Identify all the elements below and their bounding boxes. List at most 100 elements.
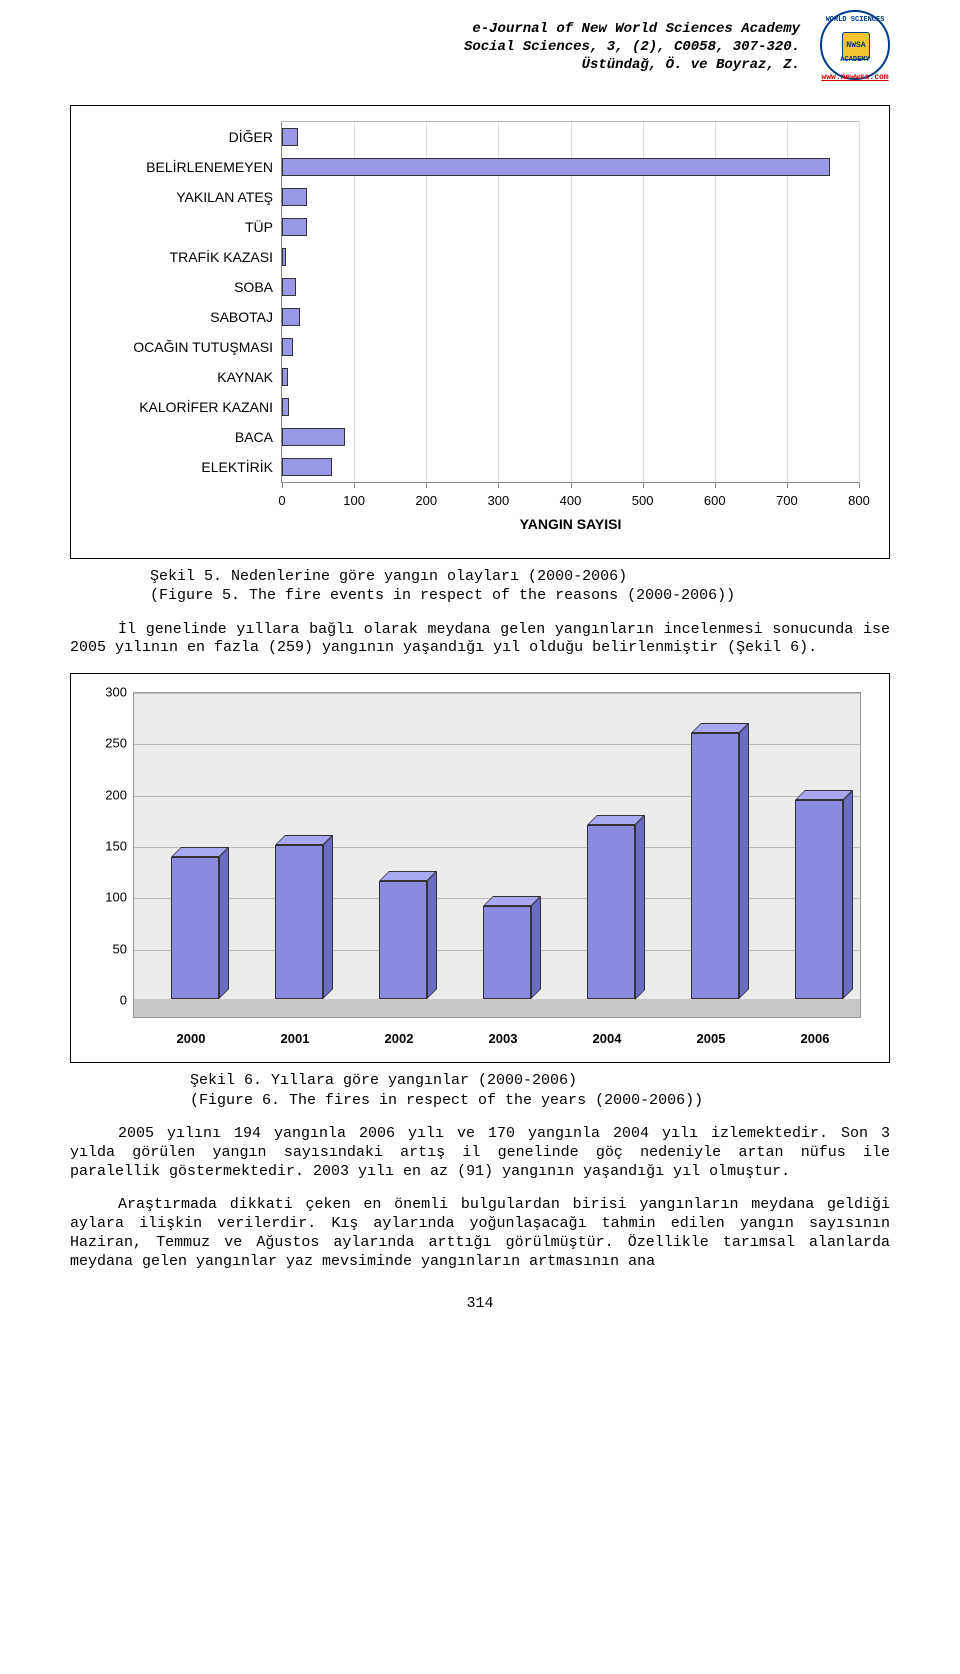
para1-text: İl genelinde yıllara bağlı olarak meydan… [70,621,890,659]
chart2-bar-side [427,871,437,999]
chart1-category-label: TRAFİK KAZASI [91,242,281,272]
chart2-gridline [134,847,860,848]
chart2-bar-front [171,857,219,999]
figure5-caption: Şekil 5. Nedenlerine göre yangın olaylar… [150,567,890,606]
chart1-xtick [498,482,499,488]
chart1-bar [282,458,332,476]
chart1-category-label: BELİRLENEMEYEN [91,152,281,182]
chart1-xtick-label: 100 [343,493,365,508]
chart2-bar-side [323,835,333,999]
chart1-category-text: KAYNAK [217,369,273,385]
header-line3: Üstündağ, Ö. ve Boyraz, Z. [70,56,800,74]
chart2-vertical-bar: 0501001502002503002000200120022003200420… [89,688,871,1048]
header-line1: e-Journal of New World Sciences Academy [70,20,800,38]
chart2-bar [275,845,333,999]
chart2-floor [134,999,860,1017]
chart1-category-label: DİĞER [91,122,281,152]
chart1-category-text: TÜP [245,219,273,235]
chart1-xtick [859,482,860,488]
chart1-xtick-label: 800 [848,493,870,508]
chart1-bar [282,278,296,296]
chart1-bar [282,368,288,386]
chart2-bar-front [795,800,843,999]
chart2-bar-top [795,790,853,800]
chart2-bar-top [483,896,541,906]
chart2-gridline [134,693,860,694]
figure5-caption-tr: Şekil 5. Nedenlerine göre yangın olaylar… [150,567,890,587]
chart1-xtick-label: 400 [560,493,582,508]
chart1-category-text: DİĞER [229,129,273,145]
chart1-category-text: TRAFİK KAZASI [170,249,273,265]
logo-url: www.newwsa.com [820,73,890,82]
chart1-gridline [571,122,572,482]
chart1-gridline [643,122,644,482]
chart1-xtick [715,482,716,488]
chart1-gridline [787,122,788,482]
chart1-category-label: KALORİFER KAZANI [91,392,281,422]
chart2-bar [379,881,437,999]
chart1-xaxis-title: YANGIN SAYISI [520,516,622,532]
chart1-category-label: OCAĞIN TUTUŞMASI [91,332,281,362]
chart1-bar [282,188,307,206]
chart2-bar-front [275,845,323,999]
chart1-category-label: BACA [91,422,281,452]
figure6-caption: Şekil 6. Yıllara göre yangınlar (2000-20… [190,1071,890,1110]
chart2-xtick-label: 2004 [593,1031,622,1046]
chart1-xtick-label: 200 [415,493,437,508]
chart1-xtick-label: 700 [776,493,798,508]
chart2-ytick-label: 200 [89,787,127,802]
chart1-category-text: SABOTAJ [210,309,273,325]
journal-logo: WORLD SCIENCES NWSA ACADEMY www.newwsa.c… [820,10,890,80]
chart1-category-label: ELEKTİRİK [91,452,281,482]
chart1-xtick-label: 300 [488,493,510,508]
chart1-bar [282,218,307,236]
chart1-xtick [282,482,283,488]
chart1-xtick [426,482,427,488]
figure6-caption-tr: Şekil 6. Yıllara göre yangınlar (2000-20… [190,1071,890,1091]
figure5-caption-en: (Figure 5. The fire events in respect of… [150,586,890,606]
chart2-bar-front [587,825,635,1000]
chart1-category-label: TÜP [91,212,281,242]
chart1-gridline [498,122,499,482]
chart1-horizontal-bar: YANGIN SAYISI 0100200300400500600700800 … [91,122,869,542]
chart1-gridline [426,122,427,482]
chart1-category-text: BACA [235,429,273,445]
chart1-bar [282,338,293,356]
chart1-xtick [787,482,788,488]
para3-text: Araştırmada dikkati çeken en önemli bulg… [70,1196,890,1271]
logo-top-text: WORLD SCIENCES [822,16,888,24]
chart1-bar [282,128,298,146]
logo-bottom-text: ACADEMY [822,56,888,64]
chart2-ytick-label: 150 [89,839,127,854]
chart1-category-label: SABOTAJ [91,302,281,332]
chart2-bar [171,857,229,999]
chart1-container: YANGIN SAYISI 0100200300400500600700800 … [70,105,890,559]
chart1-bar [282,308,300,326]
chart2-gridline [134,744,860,745]
chart1-bar [282,158,830,176]
chart1-category-text: OCAĞIN TUTUŞMASI [133,339,273,355]
chart1-category-text: SOBA [234,279,273,295]
chart2-bar-top [379,871,437,881]
paragraph-1: İl genelinde yıllara bağlı olarak meydan… [70,621,890,659]
chart1-bar [282,248,286,266]
chart2-ytick-label: 300 [89,685,127,700]
chart2-bar-top [691,723,749,733]
chart1-xtick-label: 500 [632,493,654,508]
para2-text: 2005 yılını 194 yangınla 2006 yılı ve 17… [70,1125,890,1181]
chart1-xtick-label: 600 [704,493,726,508]
chart1-xtick [643,482,644,488]
chart1-category-text: KALORİFER KAZANI [139,399,273,415]
chart2-bar-top [587,815,645,825]
page-header: e-Journal of New World Sciences Academy … [70,20,890,75]
chart2-bar [795,800,853,999]
chart1-gridline [715,122,716,482]
chart1-category-label: KAYNAK [91,362,281,392]
chart1-category-label: SOBA [91,272,281,302]
chart2-xtick-label: 2003 [489,1031,518,1046]
chart2-ytick-label: 250 [89,736,127,751]
figure6-caption-en: (Figure 6. The fires in respect of the y… [190,1091,890,1111]
chart2-bar-side [739,723,749,999]
chart2-ytick-label: 0 [89,993,127,1008]
chart1-category-label: YAKILAN ATEŞ [91,182,281,212]
